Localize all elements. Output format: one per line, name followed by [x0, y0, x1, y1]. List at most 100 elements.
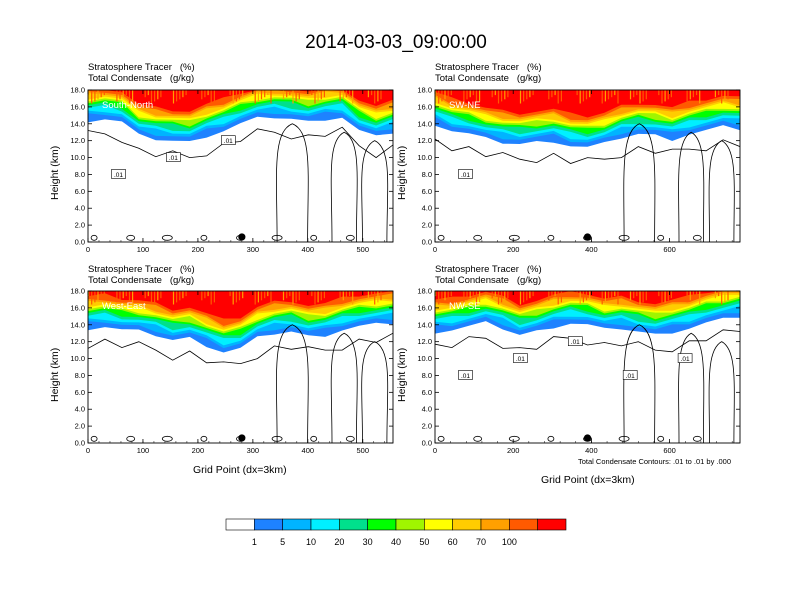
contour-label-box	[622, 370, 638, 380]
tracer-stripe	[367, 90, 369, 98]
condensate-tower	[361, 140, 389, 242]
tracer-stripe	[185, 291, 187, 297]
tracer-stripe	[692, 90, 694, 98]
tracer-stripe	[639, 291, 641, 305]
y-axis-label: Height (km)	[49, 347, 61, 402]
y-tick-label: 18.0	[70, 287, 85, 296]
condensate-tower	[678, 131, 705, 242]
colorbar-swatch	[395, 518, 425, 531]
contour-label: .01	[221, 135, 236, 145]
tracer-stripe	[201, 291, 203, 301]
tracer-stripe	[450, 90, 452, 96]
x-axis-label: Grid Point (dx=3km)	[193, 464, 287, 476]
tracer-stripe	[267, 90, 269, 96]
tracer-stripe	[204, 291, 206, 299]
tracer-field	[435, 90, 740, 242]
tracer-stripe	[491, 291, 493, 299]
condensate-tower	[623, 324, 656, 443]
tracer-stripe	[475, 291, 478, 305]
tracer-stripe	[213, 291, 215, 303]
tracer-stripe	[254, 291, 256, 305]
tracer-stripe	[604, 90, 606, 102]
tracer-stripe	[629, 90, 632, 100]
tracer-stripe	[213, 90, 215, 102]
tracer-stripe	[699, 291, 701, 305]
location-marker	[238, 233, 246, 241]
tracer-stripe	[582, 291, 584, 303]
y-tick-label: 2.0	[422, 422, 432, 431]
tracer-stripe	[286, 90, 288, 98]
tracer-stripe	[727, 90, 729, 100]
panel-header-line2: Total Condensate (g/kg)	[88, 275, 195, 286]
tracer-stripe	[147, 291, 149, 297]
x-tick-label: 0	[86, 245, 90, 254]
tracer-stripe	[172, 291, 175, 305]
panel-label: South-North	[102, 100, 153, 111]
tracer-stripe	[160, 291, 162, 299]
contour-label-box	[221, 135, 236, 145]
x-tick-label: 0	[433, 446, 437, 455]
tracer-stripe	[295, 90, 297, 102]
cross-section-south-north: .01 .01 .01 0.0 2.0 4.0 6.0 8.0 10.0 12.0 14.0 16.0…	[70, 86, 394, 254]
panel-header-sw-ne: Stratosphere Tracer (%) Total Condensate…	[435, 62, 542, 84]
contour-label-box	[458, 370, 473, 380]
tracer-stripe	[380, 90, 382, 100]
y-axis-label: Height (km)	[49, 145, 61, 200]
tracer-stripe	[176, 90, 178, 102]
tracer-stripe	[696, 90, 698, 96]
colorbar-label: 10	[306, 537, 316, 547]
tracer-stripe	[352, 90, 354, 104]
y-tick-label: 4.0	[75, 204, 85, 213]
tracer-stripe	[645, 90, 647, 100]
tracer-stripe	[207, 90, 209, 96]
colorbar-swatch	[310, 518, 340, 531]
colorbar-label: 50	[419, 537, 429, 547]
x-tick-label: 100	[137, 245, 150, 254]
condensate-blob	[618, 234, 630, 241]
tracer-stripe	[232, 90, 234, 104]
tracer-stripe	[582, 90, 584, 102]
colorbar-swatch	[452, 518, 482, 531]
colorbar-label: 40	[391, 537, 401, 547]
cross-section-nw-se: .01 .01 .01 .01 .01 0.0 2.0 4.0 6.0 8.0 10.0 12.0 14…	[417, 287, 741, 455]
tracer-stripe	[504, 291, 506, 301]
tracer-stripe	[377, 291, 379, 303]
tracer-stripe	[286, 291, 288, 299]
y-tick-label: 16.0	[417, 303, 432, 312]
condensate-tower	[623, 123, 656, 242]
tracer-stripe	[97, 90, 99, 100]
condensate-tower	[276, 324, 309, 443]
tracer-stripe	[119, 291, 121, 301]
condensate-tower	[330, 131, 358, 242]
tracer-stripe	[128, 90, 131, 104]
tracer-stripe	[176, 291, 178, 303]
tracer-stripe	[523, 291, 525, 303]
x-tick-label: 100	[137, 446, 150, 455]
tracer-stripe	[724, 90, 726, 102]
x-tick-label: 0	[433, 245, 437, 254]
contour-label: .01	[568, 336, 583, 346]
location-marker	[583, 233, 592, 241]
tracer-stripe	[466, 291, 468, 301]
tracer-stripe	[103, 291, 105, 297]
y-tick-label: 10.0	[70, 354, 85, 363]
tracer-stripe	[497, 90, 500, 104]
condensate-contours	[88, 324, 393, 443]
y-tick-label: 18.0	[417, 287, 432, 296]
tracer-stripe	[664, 291, 666, 303]
tracer-stripe	[617, 291, 619, 305]
tracer-stripe	[91, 90, 93, 104]
tracer-stripe	[519, 291, 522, 305]
y-tick-label: 16.0	[417, 102, 432, 111]
tracer-stripe	[371, 90, 373, 96]
tracer-field	[88, 90, 393, 242]
tracer-stripe	[642, 90, 644, 102]
tracer-stripe	[585, 90, 588, 100]
y-tick-label: 16.0	[70, 102, 85, 111]
tracer-band	[88, 291, 393, 319]
tracer-stripe	[607, 90, 610, 100]
tracer-stripe	[469, 291, 471, 299]
tracer-stripe	[529, 90, 531, 98]
tracer-stripe	[718, 90, 720, 96]
x-tick-label: 400	[302, 245, 315, 254]
